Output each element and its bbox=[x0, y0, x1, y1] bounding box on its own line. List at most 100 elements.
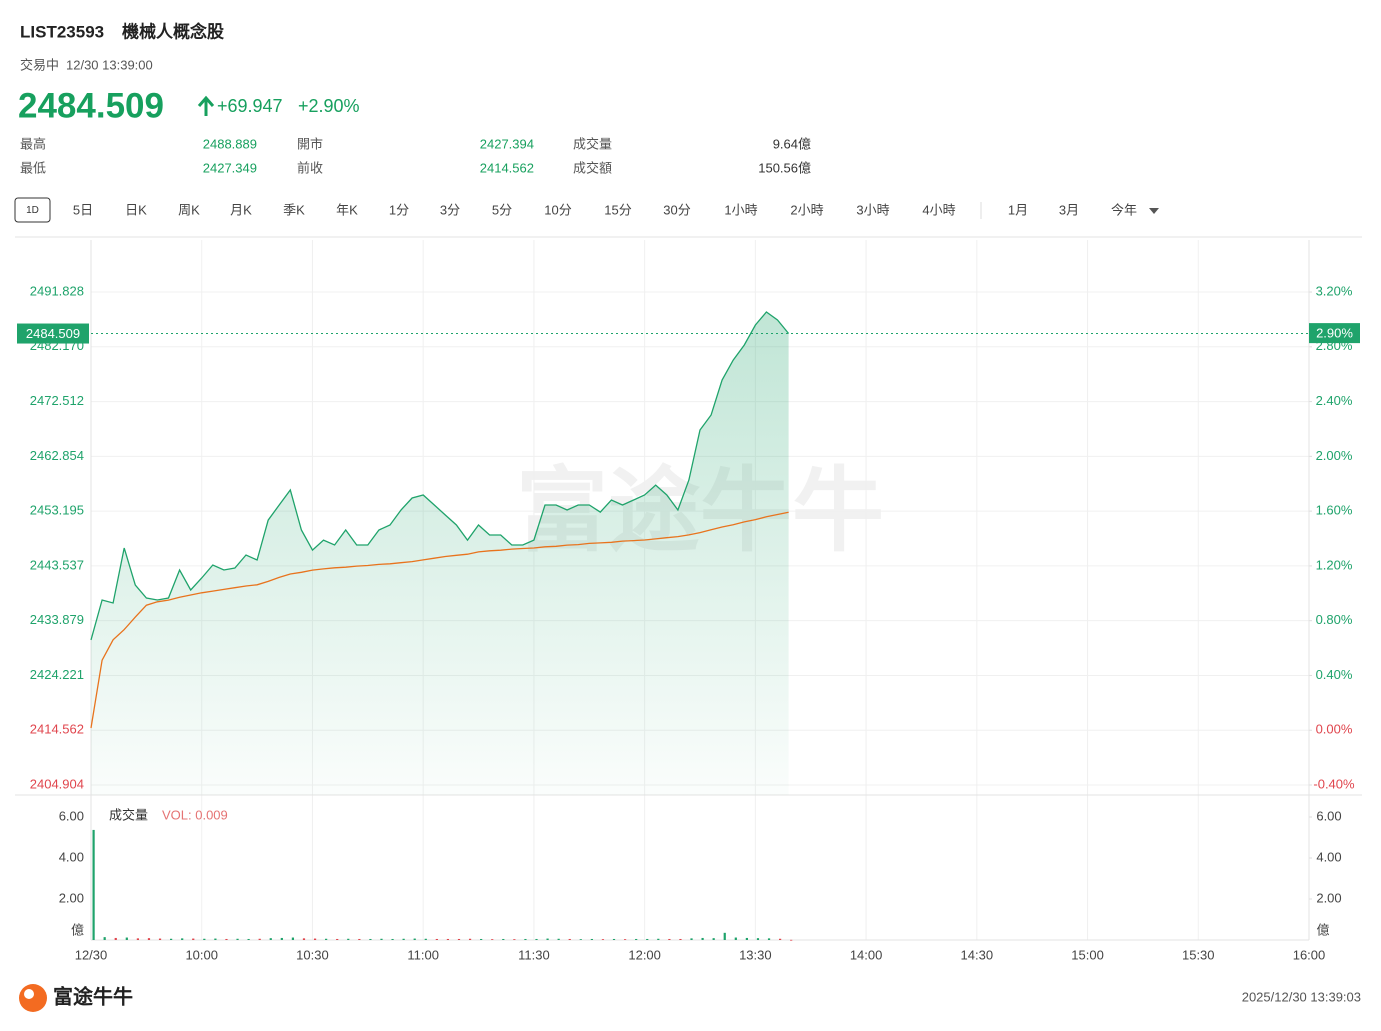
volume-bar bbox=[369, 938, 372, 940]
volume-bar bbox=[103, 937, 106, 940]
volume-bar bbox=[635, 938, 638, 940]
y-tick-label: 2414.562 bbox=[30, 722, 84, 737]
tab[interactable]: 10分 bbox=[544, 202, 571, 217]
volume-annotation: VOL: 0.009 bbox=[162, 807, 228, 822]
tab[interactable]: 日K bbox=[125, 202, 147, 217]
x-tick-label: 12:00 bbox=[628, 947, 661, 962]
tab[interactable]: 3分 bbox=[440, 202, 460, 217]
change-pct: +2.90% bbox=[298, 96, 360, 116]
stat-value: 2488.889 bbox=[203, 136, 257, 151]
volume-bar bbox=[302, 938, 306, 940]
tab-icon-box[interactable] bbox=[14, 197, 51, 223]
symbol: LIST23593 bbox=[20, 22, 104, 41]
up-arrow bbox=[197, 95, 215, 116]
volume-bar bbox=[668, 938, 671, 940]
timestamp: 2025/12/30 13:39:03 bbox=[1242, 989, 1361, 1004]
volume-bar bbox=[291, 937, 295, 940]
y2-tick-label: 1.60% bbox=[1316, 503, 1353, 518]
volume-bar bbox=[734, 937, 737, 940]
volume-bar bbox=[568, 938, 571, 940]
average-line bbox=[90, 511, 789, 729]
x-tick-label: 15:00 bbox=[1071, 947, 1104, 962]
tab[interactable]: 15分 bbox=[604, 202, 631, 217]
tab[interactable]: 1月 bbox=[1008, 202, 1028, 217]
y-tick-label: 2491.828 bbox=[30, 283, 84, 298]
last-price-label: 2484.509 bbox=[26, 326, 80, 341]
tab[interactable]: 1分 bbox=[389, 202, 409, 217]
y-tick-label: 2462.854 bbox=[30, 448, 84, 463]
price-line bbox=[90, 311, 790, 641]
y-tick-label: 2472.512 bbox=[30, 393, 84, 408]
volume-bar bbox=[502, 938, 505, 940]
tab[interactable]: 3小時 bbox=[856, 202, 889, 217]
x-tick-label: 11:30 bbox=[518, 947, 550, 962]
y-tick-label: 2404.904 bbox=[30, 776, 84, 791]
volume-tick-label-right: 6.00 bbox=[1316, 808, 1341, 823]
volume-bar bbox=[269, 938, 272, 940]
brand-logo-eye bbox=[24, 989, 34, 999]
stat-label: 最低 bbox=[20, 160, 46, 175]
volume-bar bbox=[158, 938, 162, 940]
volume-bar bbox=[513, 939, 516, 940]
volume-bar bbox=[590, 938, 593, 940]
y2-tick-label: 2.40% bbox=[1316, 393, 1353, 408]
volume-bar bbox=[358, 938, 361, 940]
volume-bar bbox=[723, 932, 726, 940]
volume-bar bbox=[125, 937, 128, 940]
tab[interactable]: 年K bbox=[336, 202, 358, 217]
volume-bar bbox=[424, 938, 427, 940]
volume-bar bbox=[535, 938, 538, 940]
tab[interactable]: 3月 bbox=[1059, 202, 1079, 217]
volume-bar bbox=[612, 938, 616, 940]
volume-tick-label-right: 4.00 bbox=[1316, 849, 1341, 864]
volume-bar bbox=[435, 938, 438, 940]
dropdown-caret[interactable] bbox=[1149, 208, 1159, 214]
x-tick-label: 10:30 bbox=[296, 947, 329, 962]
volume-bar bbox=[690, 938, 693, 940]
y-tick-label: 2424.221 bbox=[30, 667, 84, 682]
stat-value: 2427.394 bbox=[480, 136, 534, 151]
volume-bar bbox=[92, 829, 95, 940]
stat-label: 前收 bbox=[297, 160, 323, 175]
tab[interactable]: 月K bbox=[230, 202, 252, 217]
volume-bar bbox=[136, 938, 139, 940]
last-pct-label: 2.90% bbox=[1316, 326, 1353, 341]
volume-bar bbox=[214, 938, 217, 940]
tab-icon[interactable]: 1D bbox=[26, 205, 39, 216]
y2-tick-label: 0.00% bbox=[1316, 722, 1353, 737]
volume-tick-label: 2.00 bbox=[59, 890, 84, 905]
volume-bar bbox=[147, 938, 151, 940]
tab[interactable]: 季K bbox=[283, 202, 305, 217]
stat-value: 2414.562 bbox=[480, 160, 534, 175]
volume-bar bbox=[546, 938, 549, 940]
tab[interactable]: 今年 bbox=[1111, 202, 1137, 217]
y2-tick-label: 0.40% bbox=[1316, 667, 1353, 682]
tab[interactable]: 4小時 bbox=[922, 202, 955, 217]
status: 交易中 bbox=[20, 57, 59, 72]
volume-bar bbox=[413, 938, 416, 940]
change: +69.947 bbox=[217, 96, 283, 116]
volume-bar bbox=[657, 938, 660, 940]
tab[interactable]: 5分 bbox=[492, 202, 512, 217]
volume-bar bbox=[601, 939, 605, 940]
tab[interactable]: 1小時 bbox=[724, 202, 757, 217]
stat-value: 9.64億 bbox=[773, 136, 811, 151]
stat-value: 150.56億 bbox=[758, 160, 811, 175]
volume-bar bbox=[446, 938, 450, 940]
tab[interactable]: 30分 bbox=[663, 202, 690, 217]
tab[interactable]: 2小時 bbox=[790, 202, 823, 217]
stat-label: 最高 bbox=[20, 136, 46, 151]
tab[interactable]: 周K bbox=[178, 202, 200, 217]
volume-bar bbox=[623, 939, 627, 940]
volume-bar bbox=[756, 938, 760, 940]
tab[interactable]: 5日 bbox=[73, 202, 93, 217]
volume-bar bbox=[181, 938, 184, 940]
index-name: 機械人概念股 bbox=[122, 21, 224, 41]
volume-bar bbox=[712, 938, 715, 940]
y-tick-label: 2443.537 bbox=[30, 557, 84, 572]
volume-unit-right: 億 bbox=[1316, 922, 1329, 937]
brand: 富途牛牛 bbox=[53, 984, 133, 1008]
last-price-tag bbox=[17, 323, 89, 344]
